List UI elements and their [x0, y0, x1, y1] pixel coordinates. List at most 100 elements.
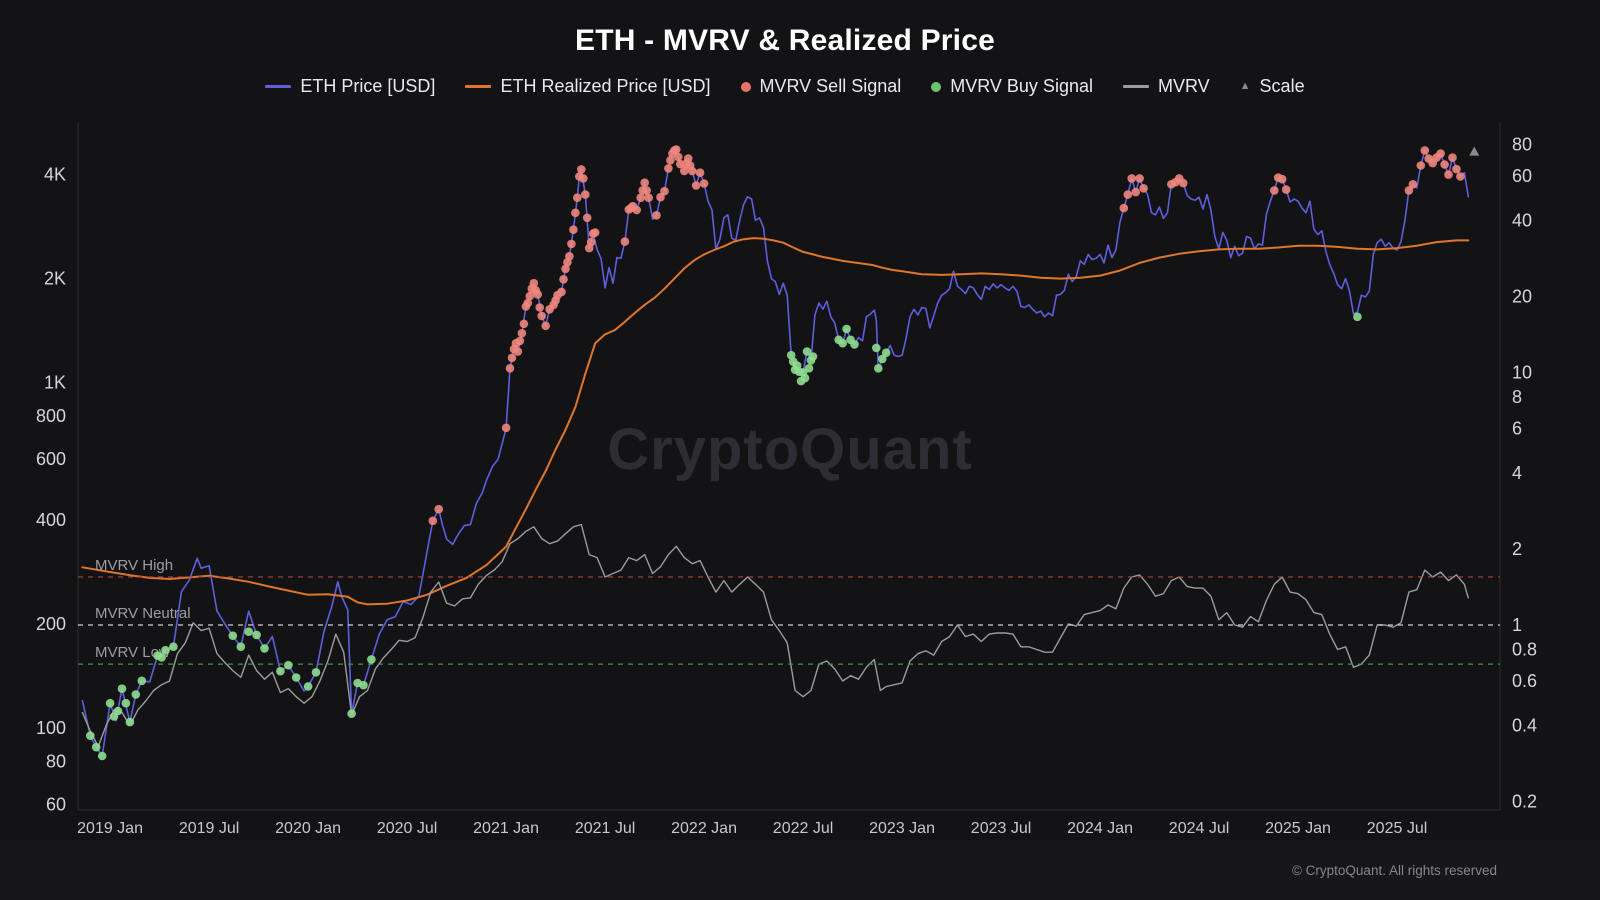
mvrv-sell-signal-dot: [582, 213, 592, 223]
mvrv-buy-signal-dot: [161, 645, 170, 655]
legend-item-mvrv[interactable]: MVRV: [1122, 76, 1210, 97]
mvrv-sell-signal-dot: [1277, 174, 1287, 184]
mvrv-sell-signal-dot: [1448, 153, 1457, 162]
series-eth-price-usd: [81, 148, 1470, 757]
mvrv-sell-signal-dot: [674, 152, 683, 162]
mvrv-sell-signal-dot: [507, 353, 517, 363]
legend-marker: [465, 85, 492, 88]
right-axis-tick-label: 6: [1512, 419, 1522, 439]
mvrv-buy-signal-dot: [169, 642, 178, 651]
legend-marker: [931, 81, 942, 92]
legend-label: ETH Price [USD]: [300, 76, 436, 96]
scale-triangle-icon: ▲: [1239, 80, 1251, 92]
mvrv-sell-signal-dot: [695, 168, 705, 177]
mvrv-sell-signal-dot: [1452, 164, 1461, 174]
mvrv-sell-signal-dot: [1131, 187, 1140, 197]
mvrv-buy-signal-dot: [157, 653, 166, 662]
mvrv-sell-signal-dot: [519, 319, 529, 329]
mvrv-buy-signal-dot: [91, 742, 101, 752]
mvrv-sell-signal-dot: [573, 193, 582, 202]
ref-line-label-mvrv-neutral: MVRV Neutral: [95, 605, 191, 622]
legend-label: MVRV Buy Signal: [950, 76, 1093, 96]
right-axis-tick-label: 4: [1512, 463, 1522, 483]
mvrv-buy-signal-dot: [121, 698, 131, 708]
mvrv-buy-signal-dot: [236, 642, 246, 651]
mvrv-sell-signal-dot: [680, 166, 689, 176]
mvrv-buy-signal-dot: [1353, 312, 1362, 322]
mvrv-sell-signal-dot: [1270, 186, 1279, 195]
series-mvrv: [81, 523, 1470, 748]
legend-item-mvrv-buy-signal[interactable]: MVRV Buy Signal: [931, 76, 1093, 97]
mvrv-sell-signal-dot: [640, 178, 649, 187]
chart-title: ETH - MVRV & Realized Price: [575, 24, 995, 57]
mvrv-buy-signal-dot: [276, 666, 285, 676]
mvrv-buy-signal-dot: [113, 706, 123, 716]
mvrv-sell-signal-dot: [1281, 185, 1291, 194]
mvrv-sell-signal-dot: [1416, 161, 1426, 170]
legend-item-eth-price-usd[interactable]: ETH Price [USD]: [265, 76, 435, 97]
mvrv-sell-signal-dot: [687, 166, 697, 176]
mvrv-sell-signal-dot: [434, 504, 444, 514]
mvrv-sell-signal-dot: [586, 237, 596, 247]
x-axis-tick-label: 2022 Jan: [671, 820, 737, 837]
right-axis-tick-label: 60: [1512, 166, 1532, 186]
right-axis-tick-label: 80: [1512, 135, 1532, 155]
mvrv-sell-signal-dot: [1420, 146, 1430, 155]
mvrv-buy-signal-dot: [850, 340, 859, 349]
mvrv-buy-signal-dot: [311, 668, 321, 677]
mvrv-sell-signal-dot: [664, 164, 673, 173]
left-axis-tick-label: 60: [46, 795, 66, 815]
mvrv-buy-signal-dot: [804, 364, 814, 373]
legend-item-eth-realized-price-usd[interactable]: ETH Realized Price [USD]: [465, 76, 711, 97]
legend-item-mvrv-sell-signal[interactable]: MVRV Sell Signal: [740, 76, 901, 97]
mvrv-buy-signal-dot: [347, 709, 356, 718]
left-axis-tick-label: 4K: [44, 165, 66, 185]
mvrv-sell-signal-dot: [683, 154, 693, 163]
mvrv-sell-signal-dot: [1123, 190, 1133, 199]
mvrv-sell-signal-dot: [620, 237, 630, 246]
mvrv-sell-signal-dot: [428, 516, 438, 526]
right-axis-tick-label: 0.6: [1512, 671, 1537, 691]
mvrv-sell-signal-dot: [672, 145, 681, 154]
mvrv-sell-signal-dot: [557, 287, 566, 297]
left-axis-tick-label: 600: [36, 449, 66, 469]
x-axis-tick-label: 2021 Jul: [575, 820, 636, 837]
left-axis-tick-label: 1K: [44, 373, 66, 393]
mvrv-buy-signal-dot: [125, 717, 135, 727]
ref-line-label-mvrv-high: MVRV High: [95, 557, 173, 574]
mvrv-sell-signal-dot: [644, 193, 653, 202]
legend-item-scale[interactable]: ▲ Scale: [1240, 76, 1305, 97]
mvrv-buy-signal-dot: [97, 751, 107, 761]
mvrv-sell-signal-dot: [565, 251, 574, 261]
right-axis-tick-label: 1: [1512, 615, 1522, 635]
x-axis-tick-label: 2021 Jan: [473, 820, 539, 837]
mvrv-buy-signal-dot: [872, 343, 881, 353]
mvrv-buy-signal-dot: [802, 347, 812, 356]
legend-label: MVRV: [1157, 76, 1210, 96]
mvrv-sell-signal-dot: [537, 311, 546, 321]
x-axis-tick-label: 2025 Jan: [1265, 820, 1331, 837]
legend-label: Scale: [1259, 76, 1305, 96]
left-axis-tick-label: 100: [36, 718, 66, 738]
mvrv-sell-signal-dot: [541, 321, 550, 331]
mvrv-sell-signal-dot: [636, 193, 645, 202]
mvrv-sell-signal-dot: [517, 328, 527, 338]
x-axis-tick-label: 2020 Jan: [275, 820, 341, 837]
x-axis-tick-label: 2023 Jul: [971, 820, 1032, 837]
mvrv-sell-signal-dot: [569, 225, 578, 234]
mvrv-buy-signal-dot: [878, 354, 887, 364]
right-axis-tick-label: 0.4: [1512, 715, 1537, 735]
mvrv-buy-signal-dot: [105, 698, 115, 708]
right-axis-tick-label: 2: [1512, 539, 1522, 559]
legend: ETH Price [USD] ETH Realized Price [USD] M…: [0, 76, 1570, 97]
mvrv-sell-signal-dot: [1135, 174, 1144, 183]
mvrv-sell-signal-dot: [1436, 149, 1445, 158]
mvrv-buy-signal-dot: [252, 630, 261, 640]
mvrv-sell-signal-dot: [1408, 180, 1418, 189]
mvrv-sell-signal-dot: [1178, 178, 1188, 188]
right-axis-tick-label: 40: [1512, 211, 1532, 231]
right-axis-tick-label: 8: [1512, 387, 1522, 407]
mvrv-sell-signal-dot: [1456, 172, 1465, 181]
